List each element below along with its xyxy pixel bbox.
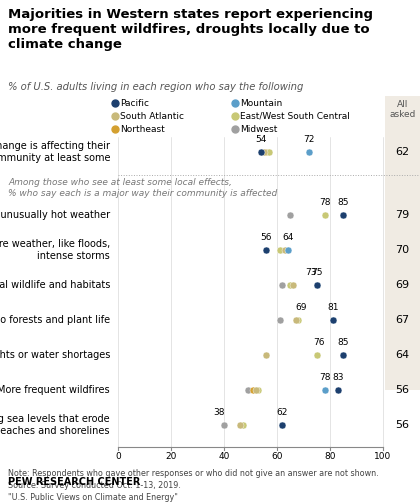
Text: 67: 67 (396, 315, 410, 325)
Text: Long periods of unusually hot weather: Long periods of unusually hot weather (0, 210, 110, 220)
Text: Midwest: Midwest (240, 125, 277, 133)
Text: 40: 40 (218, 452, 230, 461)
Text: Pacific: Pacific (120, 99, 149, 108)
Text: Damage to forests and plant life: Damage to forests and plant life (0, 315, 110, 325)
Text: 56: 56 (396, 385, 410, 395)
Text: 73: 73 (306, 268, 317, 277)
Text: Harm to animal wildlife and habitats: Harm to animal wildlife and habitats (0, 280, 110, 290)
Text: 64: 64 (282, 233, 293, 242)
Text: 85: 85 (338, 338, 349, 347)
Text: 69: 69 (396, 280, 410, 290)
Text: Severe weather, like floods,
intense storms: Severe weather, like floods, intense sto… (0, 239, 110, 261)
Text: 75: 75 (311, 268, 323, 277)
Text: 20: 20 (165, 452, 177, 461)
Text: 54: 54 (255, 135, 267, 144)
Text: 100: 100 (374, 452, 391, 461)
Text: Note: Respondents who gave other responses or who did not give an answer are not: Note: Respondents who gave other respons… (8, 469, 378, 501)
Text: 83: 83 (332, 373, 344, 382)
Text: Mountain: Mountain (240, 99, 282, 108)
Text: 70: 70 (396, 245, 410, 255)
Text: Droughts or water shortages: Droughts or water shortages (0, 350, 110, 360)
Text: Climate change is affecting their
local community at least some: Climate change is affecting their local … (0, 141, 110, 163)
Text: Among those who see at least some local effects,: Among those who see at least some local … (8, 178, 232, 187)
Text: 80: 80 (324, 452, 336, 461)
Text: 72: 72 (303, 135, 315, 144)
Text: 76: 76 (314, 338, 325, 347)
Text: 62: 62 (277, 408, 288, 417)
Text: Northeast: Northeast (120, 125, 165, 133)
Text: 56: 56 (396, 420, 410, 430)
Text: 60: 60 (271, 452, 283, 461)
Text: 62: 62 (396, 147, 410, 157)
Text: 0: 0 (115, 452, 121, 461)
Text: 78: 78 (319, 373, 331, 382)
Text: 38: 38 (213, 408, 224, 417)
Text: PEW RESEARCH CENTER: PEW RESEARCH CENTER (8, 477, 140, 487)
Text: 64: 64 (396, 350, 410, 360)
Text: Rising sea levels that erode
beaches and shorelines: Rising sea levels that erode beaches and… (0, 414, 110, 436)
Text: 78: 78 (319, 198, 331, 207)
Text: % of U.S. adults living in each region who say the following: % of U.S. adults living in each region w… (8, 82, 303, 92)
Text: More frequent wildfires: More frequent wildfires (0, 385, 110, 395)
FancyBboxPatch shape (385, 96, 420, 390)
Text: Majorities in Western states report experiencing
more frequent wildfires, drough: Majorities in Western states report expe… (8, 8, 373, 51)
Text: 81: 81 (327, 303, 339, 312)
Text: All
asked: All asked (389, 100, 416, 119)
Text: 69: 69 (295, 303, 307, 312)
Text: 79: 79 (395, 210, 410, 220)
Text: 85: 85 (338, 198, 349, 207)
Text: East/West South Central: East/West South Central (240, 112, 350, 121)
Text: South Atlantic: South Atlantic (120, 112, 184, 121)
Text: 56: 56 (261, 233, 272, 242)
Text: % who say each is a major way their community is affected: % who say each is a major way their comm… (8, 189, 277, 198)
